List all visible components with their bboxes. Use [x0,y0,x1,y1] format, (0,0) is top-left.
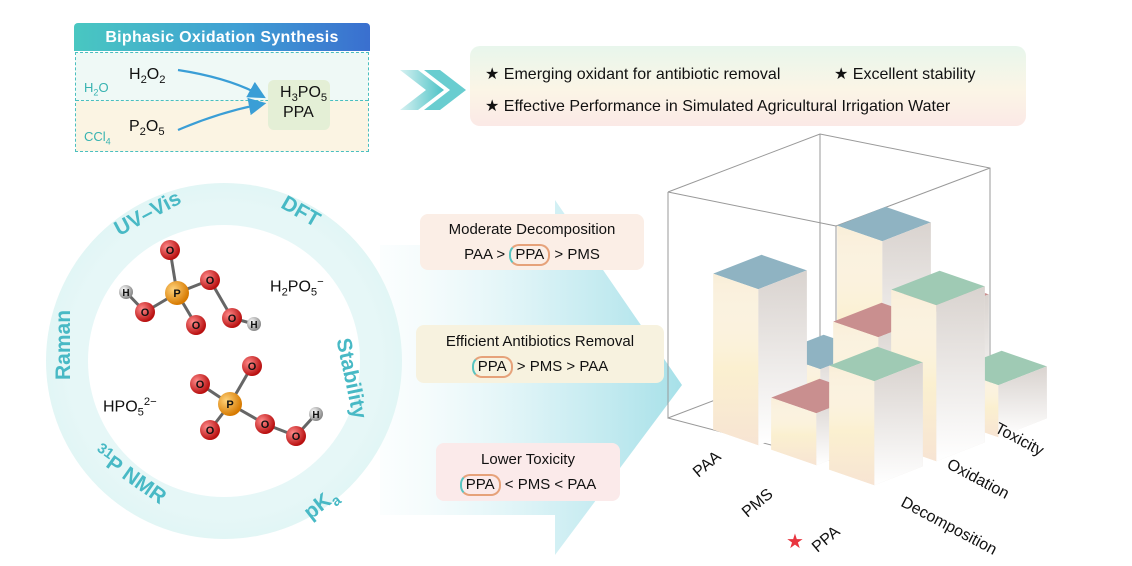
reactant-h2o2: H2O2 [129,66,166,87]
chevron-right-icon [400,70,444,110]
product-box [268,80,330,130]
highlight-item: ★ Effective Performance in Simulated Agr… [485,98,951,115]
chevron-right-icon [424,70,466,110]
svg-text:O: O [166,245,175,257]
highlights-panel [470,46,1026,126]
highlight-item: ★ Excellent stability [834,66,976,83]
svg-text:H: H [122,288,129,299]
synthesis-title: Biphasic Oxidation Synthesis [105,29,339,46]
svg-text:O: O [192,320,201,332]
bar-top [713,254,807,290]
reactant-p2o5: P2O5 [129,118,165,139]
product-abbreviation: PPA [283,104,314,121]
svg-text:P: P [226,399,233,411]
phase-boundary [76,100,368,101]
synthesis-header-bar [74,23,370,51]
svg-text:O: O [206,275,215,287]
svg-text:H: H [250,320,257,331]
property-title: Efficient Antibiotics Removal [445,333,635,350]
bar-side-shade [874,362,923,486]
bar-top [891,270,985,306]
molecule-panel [88,225,360,497]
star-icon: ★ [786,531,804,553]
bar-front-shade [771,397,817,466]
species-hpo5: HPO52− [103,396,157,419]
property-order: PPA < PMS < PAA [436,474,620,496]
organic-phase-label: CCl4 [84,129,111,147]
property-title: Lower Toxicity [481,451,575,468]
species-h2po5: H2PO5− [270,276,324,299]
bar-side-shade [998,366,1047,438]
property-title: Moderate Decomposition [448,221,616,238]
bar-side-shade [936,286,985,462]
bar-group [713,206,1047,486]
svg-text:O: O [292,431,301,443]
svg-text:O: O [261,419,270,431]
bar-top [829,346,923,382]
bar-front-shade [829,365,875,486]
water-phase-label: H2O [84,80,109,98]
svg-text:O: O [206,425,215,437]
svg-text:O: O [228,313,237,325]
svg-text:O: O [196,379,205,391]
property-order: PPA > PMS > PAA [416,356,664,378]
highlight-item: ★ Emerging oxidant for antibiotic remova… [485,66,781,83]
property-removal-box [416,325,664,383]
property-decomposition-box [420,214,644,270]
svg-text:O: O [248,361,257,373]
property-order: PAA > PPA > PMS [420,244,644,266]
svg-text:O: O [141,307,150,319]
bar-front-shade [713,273,759,446]
svg-text:P: P [173,288,180,300]
product-formula: H3PO5 [280,84,328,105]
svg-text:H: H [312,410,319,421]
bar-top [837,206,931,242]
